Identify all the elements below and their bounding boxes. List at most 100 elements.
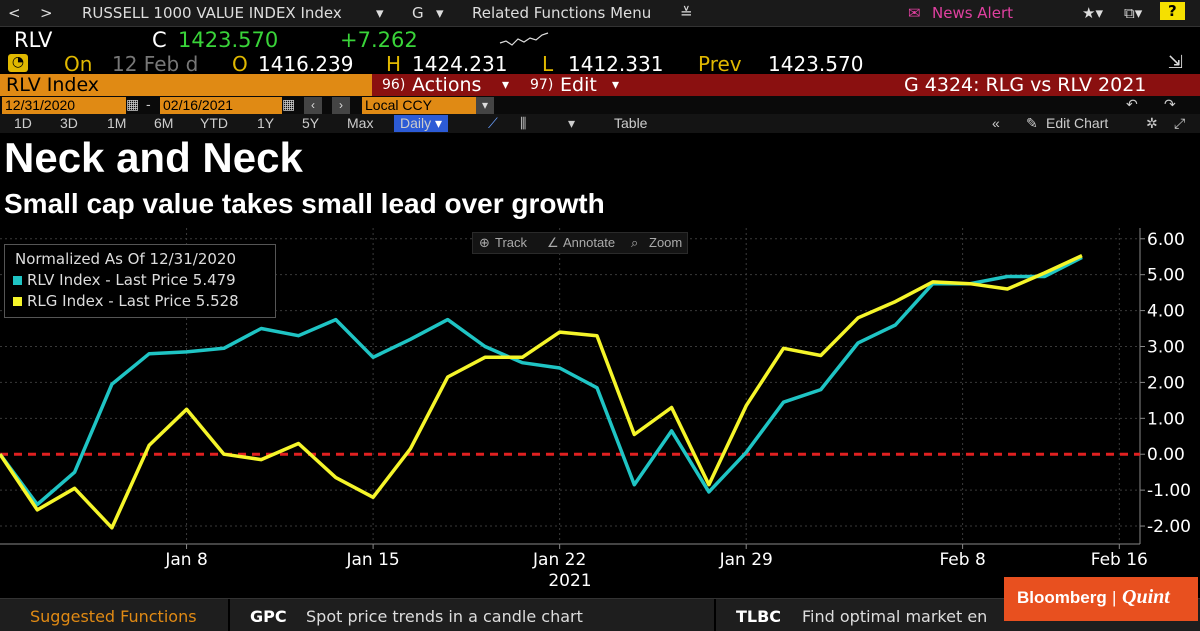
- gpc-code[interactable]: GPC: [250, 607, 287, 626]
- ticker-row: RLV C 1423.570 +7.262: [0, 27, 1200, 53]
- range-1m[interactable]: 1M: [107, 115, 126, 131]
- high-price: 1424.231: [412, 52, 507, 76]
- nav-forward-button[interactable]: >: [40, 4, 53, 22]
- actions-menu[interactable]: Actions: [412, 74, 481, 96]
- chevron-down-icon[interactable]: ▾: [502, 77, 509, 93]
- calendar-icon[interactable]: ▦: [126, 96, 139, 113]
- logo-divider: |: [1112, 588, 1116, 608]
- chevron-down-icon[interactable]: ▾: [612, 77, 619, 93]
- sparkline-icon: [498, 29, 552, 51]
- tlbc-code[interactable]: TLBC: [736, 607, 781, 626]
- prev-price: 1423.570: [768, 52, 863, 76]
- high-label: H: [386, 52, 401, 76]
- price-change: +7.262: [340, 28, 418, 52]
- chevron-down-icon[interactable]: ▾: [476, 97, 494, 114]
- chevron-right-icon[interactable]: ›: [332, 97, 350, 114]
- chart-subtitle: Small cap value takes small lead over gr…: [4, 188, 605, 220]
- chevron-down-icon[interactable]: ▾: [376, 4, 384, 22]
- gpc-description[interactable]: Spot price trends in a candle chart: [306, 607, 583, 626]
- chevron-left-icon[interactable]: ‹: [304, 97, 322, 114]
- annotate-button[interactable]: Annotate: [563, 235, 615, 250]
- help-button[interactable]: ?: [1160, 2, 1185, 20]
- export-icon[interactable]: ⇲: [1168, 52, 1183, 73]
- pencil-icon: ✎: [1026, 115, 1038, 132]
- chart-legend[interactable]: Normalized As Of 12/31/2020 RLV Index - …: [4, 244, 276, 318]
- top-toolbar: < > RUSSELL 1000 VALUE INDEX Index ▾ G ▾…: [0, 0, 1200, 27]
- legend-label-rlv: RLV Index - Last Price 5.479: [27, 271, 236, 289]
- range-tabs: 1D 3D 1M 6M YTD 1Y 5Y Max Daily ▾ ⟋ ⫼ ▾ …: [0, 114, 1200, 133]
- date-separator: -: [146, 96, 151, 112]
- undo-icon[interactable]: ↶: [1126, 96, 1138, 113]
- end-date-input[interactable]: 02/16/2021: [160, 97, 282, 114]
- x-tick-label: Jan 15: [345, 550, 399, 570]
- settings-icon[interactable]: ✲: [1146, 115, 1158, 132]
- line-chart-icon[interactable]: ⟋: [488, 115, 498, 132]
- x-axis-label: 2021: [548, 571, 591, 591]
- range-3d[interactable]: 3D: [60, 115, 78, 131]
- currency-select[interactable]: Local CCY: [362, 97, 480, 114]
- frequency-label: Daily: [400, 115, 431, 131]
- range-1y[interactable]: 1Y: [257, 115, 274, 131]
- prev-label: Prev: [698, 52, 742, 76]
- legend-swatch-rlv: [13, 276, 22, 285]
- frequency-select[interactable]: Daily ▾: [394, 115, 448, 132]
- y-tick-label: 1.00: [1147, 409, 1185, 429]
- legend-item-rlg[interactable]: RLG Index - Last Price 5.528: [15, 292, 239, 310]
- close-price: 1423.570: [178, 28, 278, 52]
- security-title[interactable]: RUSSELL 1000 VALUE INDEX Index: [82, 4, 342, 22]
- crosshair-icon: ⊕: [479, 235, 490, 251]
- bar-chart-icon[interactable]: ⫼: [520, 115, 526, 132]
- edit-number: 97): [530, 77, 553, 93]
- legend-item-rlv[interactable]: RLV Index - Last Price 5.479: [15, 271, 236, 289]
- y-tick-label: -1.00: [1147, 481, 1191, 501]
- y-tick-label: -2.00: [1147, 517, 1191, 537]
- edit-menu[interactable]: Edit: [560, 74, 597, 96]
- chart-title: Neck and Neck: [4, 134, 303, 182]
- y-tick-label: 2.00: [1147, 373, 1185, 393]
- news-alert-button[interactable]: News Alert: [932, 4, 1013, 22]
- track-button[interactable]: Track: [495, 235, 527, 250]
- range-6m[interactable]: 6M: [154, 115, 173, 131]
- envelope-icon: ✉: [908, 4, 921, 22]
- security-name[interactable]: RLV Index: [6, 74, 99, 96]
- range-ytd[interactable]: YTD: [200, 115, 228, 131]
- security-band: RLV Index 96) Actions ▾ 97) Edit ▾ G 432…: [0, 74, 1200, 96]
- related-functions-menu[interactable]: Related Functions Menu: [472, 4, 651, 22]
- expand-icon[interactable]: ⤢: [1174, 115, 1185, 132]
- legend-swatch-rlg: [13, 297, 22, 306]
- x-tick-label: Jan 8: [164, 550, 207, 570]
- legend-title: Normalized As Of 12/31/2020: [15, 250, 236, 268]
- chart-tools: ⊕ Track ∠ Annotate ⌕ Zoom: [472, 232, 688, 254]
- open-price: 1416.239: [258, 52, 353, 76]
- suggested-functions-label[interactable]: Suggested Functions: [30, 607, 197, 626]
- y-tick-label: 6.00: [1147, 230, 1185, 250]
- zoom-button[interactable]: Zoom: [649, 235, 682, 250]
- range-max[interactable]: Max: [347, 115, 373, 131]
- open-label: O: [232, 52, 248, 76]
- chart-function-menu[interactable]: G: [412, 4, 424, 22]
- chevron-down-icon[interactable]: ▾: [568, 115, 575, 132]
- redo-icon[interactable]: ↷: [1164, 96, 1176, 113]
- edit-chart-button[interactable]: Edit Chart: [1046, 115, 1108, 131]
- x-tick-label: Feb 8: [939, 550, 985, 570]
- nav-back-button[interactable]: <: [8, 4, 21, 22]
- calendar-icon[interactable]: ▦: [282, 96, 295, 113]
- y-tick-label: 4.00: [1147, 302, 1185, 322]
- tlbc-description[interactable]: Find optimal market en: [802, 607, 987, 626]
- x-tick-label: Feb 16: [1091, 550, 1148, 570]
- star-icon[interactable]: ★▾: [1082, 4, 1103, 22]
- table-button[interactable]: Table: [614, 115, 647, 131]
- range-5y[interactable]: 5Y: [302, 115, 319, 131]
- window-icon[interactable]: ⧉▾: [1124, 4, 1142, 22]
- range-1d[interactable]: 1D: [14, 115, 32, 131]
- y-tick-label: 5.00: [1147, 266, 1185, 286]
- bloombergquint-logo: Bloomberg | Quint: [1004, 577, 1198, 621]
- logo-partner: Quint: [1122, 586, 1170, 609]
- logo-brand: Bloomberg: [1017, 588, 1107, 608]
- double-chevron-down-icon[interactable]: ≚: [680, 4, 693, 22]
- x-tick-label: Jan 29: [719, 550, 773, 570]
- collapse-icon[interactable]: «: [992, 115, 1000, 131]
- chevron-down-icon[interactable]: ▾: [436, 4, 444, 22]
- start-date-input[interactable]: 12/31/2020: [2, 97, 126, 114]
- x-tick-label: Jan 22: [532, 550, 586, 570]
